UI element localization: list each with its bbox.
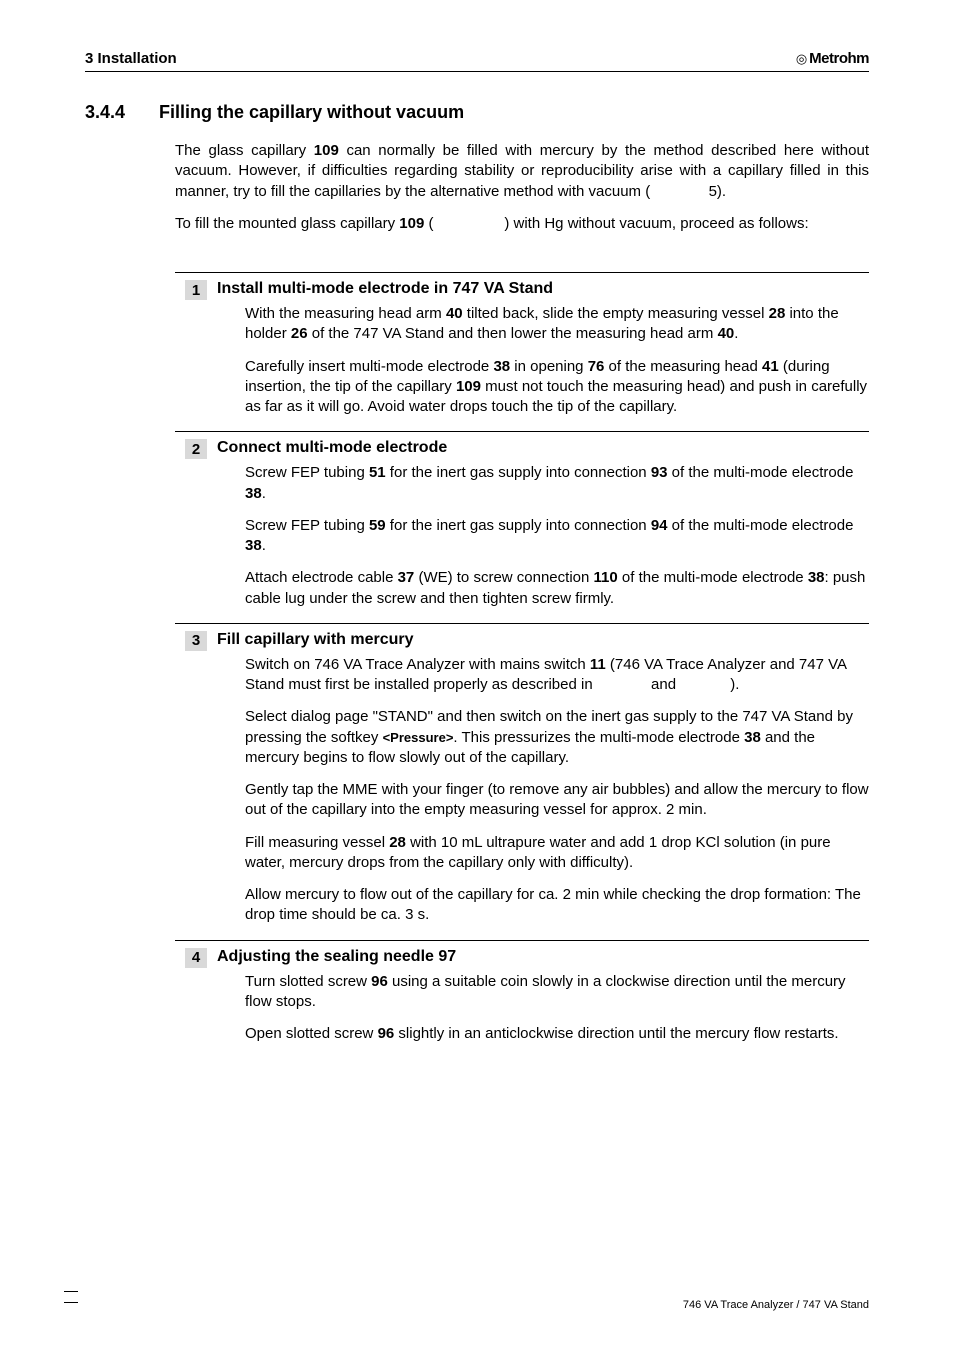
step-header: 4 Adjusting the sealing needle 97 xyxy=(175,940,869,968)
step-2: 2 Connect multi-mode electrode Screw FEP t… xyxy=(175,431,869,609)
section-title: Filling the capillary without vacuum xyxy=(159,102,464,123)
step-paragraph: Attach electrode cable 37 (WE) to screw … xyxy=(245,568,869,609)
step-paragraph: Turn slotted screw 96 using a suitable c… xyxy=(245,972,869,1013)
page: 3 Installation ◎Metrohm 3.4.4 Filling th… xyxy=(0,0,954,1351)
intro-text: ( xyxy=(424,215,433,232)
step-paragraph: Switch on 746 VA Trace Analyzer with mai… xyxy=(245,655,869,696)
step-4: 4 Adjusting the sealing needle 97 Turn slo… xyxy=(175,940,869,1045)
step-paragraph: Fill measuring vessel 28 with 10 mL ultr… xyxy=(245,833,869,874)
step-title: Connect multi-mode electrode xyxy=(217,438,447,457)
margin-marks xyxy=(64,1291,78,1313)
step-body: With the measuring head arm 40 tilted ba… xyxy=(245,304,869,417)
intro-link: 5 xyxy=(709,183,717,200)
intro-text: To fill the mounted glass capillary xyxy=(175,215,399,232)
step-3: 3 Fill capillary with mercury Switch on 74… xyxy=(175,623,869,926)
step-number: 2 xyxy=(185,439,207,459)
step-body: Screw FEP tubing 51 for the inert gas su… xyxy=(245,463,869,609)
intro-text: The glass capillary xyxy=(175,142,314,159)
step-number: 3 xyxy=(185,631,207,651)
step-number: 1 xyxy=(185,280,207,300)
intro-paragraph-2: To fill the mounted glass capillary 109 … xyxy=(175,214,869,234)
header-left: 3 Installation xyxy=(85,50,177,67)
step-paragraph: Carefully insert multi-mode electrode 38… xyxy=(245,357,869,418)
page-footer: 746 VA Trace Analyzer / 747 VA Stand xyxy=(85,1299,869,1311)
part-ref-109: 109 xyxy=(314,142,339,159)
step-number: 4 xyxy=(185,948,207,968)
step-body: Switch on 746 VA Trace Analyzer with mai… xyxy=(245,655,869,926)
step-title: Fill capillary with mercury xyxy=(217,630,414,649)
part-ref-109: 109 xyxy=(399,215,424,232)
brand-text: Metrohm xyxy=(809,50,869,67)
step-header: 1 Install multi-mode electrode in 747 VA … xyxy=(175,272,869,300)
step-header: 2 Connect multi-mode electrode xyxy=(175,431,869,459)
intro-text: ) with Hg without vacuum, proceed as fol… xyxy=(504,215,808,232)
step-paragraph: With the measuring head arm 40 tilted ba… xyxy=(245,304,869,345)
steps-container: 1 Install multi-mode electrode in 747 VA … xyxy=(85,272,869,1044)
page-header: 3 Installation ◎Metrohm xyxy=(85,50,869,72)
brand-icon: ◎ xyxy=(796,51,807,66)
step-header: 3 Fill capillary with mercury xyxy=(175,623,869,651)
section-heading: 3.4.4 Filling the capillary without vacu… xyxy=(85,102,869,123)
step-title: Install multi-mode electrode in 747 VA S… xyxy=(217,279,553,298)
step-paragraph: Screw FEP tubing 51 for the inert gas su… xyxy=(245,463,869,504)
step-paragraph: Gently tap the MME with your finger (to … xyxy=(245,780,869,821)
section-number: 3.4.4 xyxy=(85,102,125,123)
header-brand: ◎Metrohm xyxy=(796,50,869,67)
intro-text: ). xyxy=(717,183,726,200)
step-paragraph: Screw FEP tubing 59 for the inert gas su… xyxy=(245,516,869,557)
footer-right: 746 VA Trace Analyzer / 747 VA Stand xyxy=(683,1299,869,1311)
step-paragraph: Open slotted screw 96 slightly in an ant… xyxy=(245,1024,869,1044)
step-body: Turn slotted screw 96 using a suitable c… xyxy=(245,972,869,1045)
step-title: Adjusting the sealing needle 97 xyxy=(217,947,456,966)
intro-paragraph-1: The glass capillary 109 can normally be … xyxy=(175,141,869,202)
step-paragraph: Allow mercury to flow out of the capilla… xyxy=(245,885,869,926)
step-paragraph: Select dialog page "STAND" and then swit… xyxy=(245,707,869,768)
step-1: 1 Install multi-mode electrode in 747 VA … xyxy=(175,272,869,417)
